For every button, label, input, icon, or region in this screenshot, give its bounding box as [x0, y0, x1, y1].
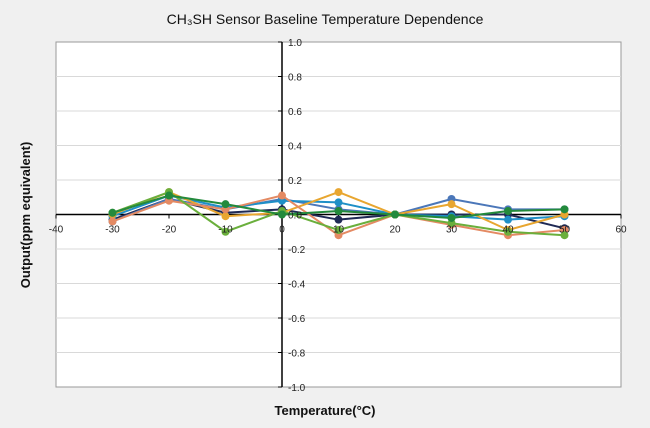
x-tick-label: -30 [105, 225, 120, 236]
x-tick-label: 0 [279, 225, 285, 236]
data-point [221, 227, 230, 236]
y-tick-label: 0.4 [288, 142, 302, 153]
y-tick-label: -0.8 [288, 349, 306, 360]
data-point [108, 208, 117, 217]
y-tick-label: -1.0 [288, 383, 306, 394]
y-tick-label: 0.8 [288, 73, 302, 84]
data-point [221, 200, 230, 209]
data-point [221, 212, 230, 221]
data-point [560, 231, 569, 240]
data-point [165, 191, 173, 200]
data-point [108, 217, 117, 226]
data-point [391, 210, 399, 219]
x-tick-label: 10 [333, 225, 345, 236]
data-point [560, 205, 569, 214]
data-point [334, 226, 343, 235]
gridlines [56, 76, 621, 353]
x-tick-label: 20 [389, 225, 401, 236]
data-point [334, 188, 343, 197]
y-tick-label: 0.0 [288, 211, 302, 222]
chart-title: CH₃SH Sensor Baseline Temperature Depend… [167, 11, 484, 27]
y-tick-label: -0.2 [288, 245, 306, 256]
data-point [334, 198, 343, 207]
y-tick-label: 0.2 [288, 176, 302, 187]
x-tick-label: -40 [49, 225, 64, 236]
data-point [447, 200, 456, 209]
series-7 [108, 191, 569, 222]
data-point [447, 213, 456, 222]
x-tick-label: 40 [502, 225, 514, 236]
data-point [278, 210, 286, 219]
data-point [334, 215, 343, 224]
data-point [278, 191, 286, 200]
y-axis-label: Output(ppm equivalent) [18, 142, 33, 289]
y-tick-label: -0.4 [288, 280, 306, 291]
x-tick-label: 30 [446, 225, 458, 236]
x-tick-label: -10 [218, 225, 233, 236]
y-tick-label: 0.6 [288, 107, 302, 118]
data-point [334, 207, 343, 216]
tick-labels: -40 -30 -20 -10 0 10 20 30 40 50 60 -1.0 -0.8 -0.6 -0.… [49, 38, 627, 394]
data-point [504, 227, 512, 236]
x-tick-label: -20 [162, 225, 177, 236]
y-tick-label: 1.0 [288, 38, 302, 49]
x-tick-label: 50 [559, 225, 571, 236]
x-axis-label: Temperature(°C) [274, 403, 375, 418]
data-point [504, 215, 512, 224]
data-point [504, 207, 512, 216]
series-layer [108, 188, 569, 240]
y-tick-label: -0.6 [288, 314, 306, 325]
x-tick-label: 60 [615, 225, 627, 236]
